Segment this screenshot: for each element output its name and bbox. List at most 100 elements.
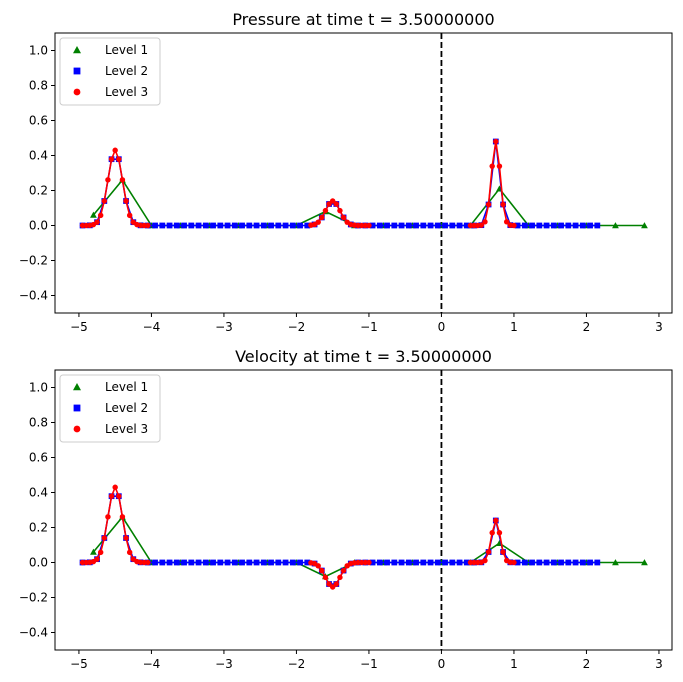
circle-marker: [94, 556, 100, 562]
circle-marker: [101, 198, 108, 204]
circle-marker: [315, 563, 321, 569]
circle-marker: [116, 156, 122, 162]
square-marker: [536, 559, 543, 566]
y-tick-label: 1.0: [29, 44, 48, 58]
chart-title: Pressure at time t = 3.50000000: [232, 10, 494, 29]
y-tick-label: 0.0: [29, 219, 48, 233]
y-tick-label: 0.0: [29, 556, 48, 570]
circle-marker: [73, 425, 81, 433]
legend: Level 1 Level 2 Level 3: [59, 374, 161, 443]
square-marker: [449, 559, 456, 566]
circle-marker: [97, 212, 104, 219]
circle-marker: [126, 212, 133, 219]
series-line: [470, 141, 515, 227]
square-marker: [369, 559, 376, 566]
square-marker: [195, 222, 202, 229]
triangle-marker: [641, 222, 648, 229]
x-tick-label: −3: [215, 657, 233, 671]
circle-marker: [112, 484, 118, 490]
circle-marker: [337, 207, 343, 214]
square-marker: [391, 559, 398, 566]
square-marker: [587, 222, 593, 229]
circle-marker: [496, 530, 503, 536]
square-marker: [434, 559, 441, 566]
square-marker: [173, 222, 180, 229]
square-marker: [565, 222, 572, 229]
square-marker: [413, 559, 419, 566]
square-marker: [297, 559, 303, 566]
square-marker: [289, 222, 296, 229]
x-tick-label: −4: [143, 657, 161, 671]
series-level-2: [79, 138, 601, 229]
square-marker: [529, 559, 535, 566]
square-marker: [166, 559, 173, 566]
series-level-1: [90, 176, 648, 229]
circle-marker: [337, 574, 343, 581]
circle-marker: [500, 549, 506, 555]
series-level-2: [79, 493, 601, 587]
y-tick-label: 0.6: [29, 451, 48, 465]
square-marker: [297, 222, 303, 229]
triangle-marker: [73, 383, 81, 391]
square-marker: [159, 222, 166, 229]
square-marker: [166, 222, 173, 229]
x-tick-label: 2: [583, 657, 591, 671]
circle-marker: [319, 214, 325, 221]
x-tick-label: −4: [143, 320, 161, 334]
y-tick-label: −0.4: [19, 289, 48, 303]
triangle-marker: [612, 559, 619, 566]
square-marker: [282, 559, 289, 566]
circle-marker: [333, 201, 340, 207]
square-marker: [463, 559, 470, 566]
square-marker: [427, 559, 434, 566]
y-tick-label: 0.4: [29, 486, 48, 500]
square-marker: [514, 222, 521, 229]
y-tick-label: −0.4: [19, 626, 48, 640]
axes-frame: [54, 369, 673, 651]
square-marker: [239, 222, 245, 229]
square-marker: [550, 559, 557, 566]
series-level-3: [79, 484, 517, 590]
square-marker: [449, 222, 456, 229]
circle-marker: [73, 88, 81, 96]
y-tick-label: 0.4: [29, 149, 48, 163]
legend-label: Level 3: [105, 422, 148, 436]
triangle-marker: [612, 222, 619, 229]
square-marker: [391, 222, 398, 229]
x-tick-label: −5: [70, 320, 88, 334]
y-tick-label: 0.8: [29, 79, 48, 93]
square-marker: [594, 222, 601, 229]
circle-marker: [97, 549, 104, 556]
triangle-marker: [73, 46, 81, 54]
triangle-marker: [641, 559, 648, 566]
square-marker: [579, 559, 586, 566]
square-marker: [405, 222, 412, 229]
series-line: [92, 178, 645, 227]
square-marker: [282, 222, 289, 229]
y-tick-label: 0.8: [29, 416, 48, 430]
circle-marker: [493, 517, 499, 524]
circle-marker: [340, 214, 347, 221]
square-marker: [181, 559, 187, 566]
square-marker: [188, 559, 195, 566]
square-marker: [260, 559, 267, 566]
x-tick-label: −2: [288, 657, 306, 671]
x-tick-label: −1: [360, 657, 378, 671]
circle-marker: [493, 138, 499, 145]
square-marker: [550, 222, 557, 229]
square-marker: [304, 559, 311, 566]
x-tick-label: −2: [288, 320, 306, 334]
square-marker: [521, 559, 528, 566]
square-marker: [210, 559, 216, 566]
circle-marker: [482, 219, 488, 225]
circle-marker: [322, 574, 329, 581]
legend-label: Level 1: [105, 43, 148, 57]
square-marker: [231, 559, 238, 566]
circle-marker: [326, 201, 332, 207]
square-marker: [434, 222, 441, 229]
circle-marker: [478, 222, 485, 228]
circle-marker: [485, 201, 492, 208]
square-marker: [181, 222, 187, 229]
square-marker: [210, 222, 216, 229]
